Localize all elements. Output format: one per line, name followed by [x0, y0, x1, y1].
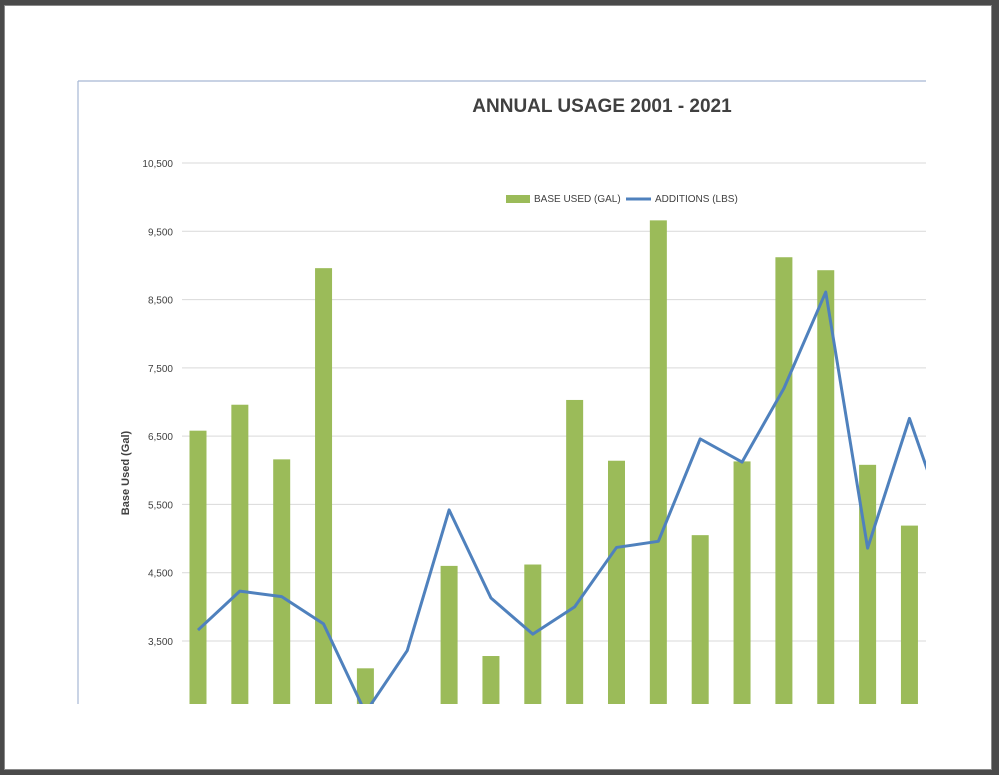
bar-base-used-2010: [566, 399, 584, 704]
chart: ANNUAL USAGE 2001 - 2021 Base Used (Gal)…: [77, 80, 926, 704]
legend: BASE USED (GAL) ADDITIONS (LBS): [506, 194, 738, 205]
chart-title: ANNUAL USAGE 2001 - 2021: [472, 96, 732, 117]
document-page: ANNUAL USAGE 2001 - 2021 Base Used (Gal)…: [4, 5, 992, 770]
bar-base-used-2013: [691, 535, 709, 704]
y-tick-label: 10,500: [142, 159, 173, 170]
y-tick-labels: 3,500 4,500 5,500 6,500 7,500 8,500 9,500 10,50…: [142, 159, 173, 648]
bar-base-used-2016: [817, 270, 835, 704]
bar-base-used-2003: [273, 459, 291, 704]
bar-base-used-2001: [189, 430, 207, 704]
bar-base-used-2017: [859, 464, 877, 704]
line-series: [196, 290, 926, 704]
bar-series: [189, 220, 918, 704]
y-tick-label: 7,500: [148, 364, 173, 375]
legend-swatch-base-used: [506, 195, 530, 203]
bar-base-used-2015: [775, 257, 793, 704]
y-tick-label: 9,500: [148, 227, 173, 238]
legend-label-additions: ADDITIONS (LBS): [655, 194, 738, 205]
y-tick-label: 6,500: [148, 432, 173, 443]
y-axis-label: Base Used (Gal): [120, 430, 132, 515]
gridlines: [182, 162, 926, 642]
bar-base-used-2018: [900, 525, 918, 704]
bar-base-used-2008: [482, 656, 500, 704]
bar-base-used-2002: [231, 404, 249, 704]
bar-base-used-2004: [315, 268, 333, 704]
bar-base-used-2005: [356, 668, 374, 704]
y-tick-label: 8,500: [148, 296, 173, 307]
bar-base-used-2012: [649, 220, 667, 704]
bar-base-used-2011: [608, 460, 625, 704]
y-tick-label: 4,500: [148, 569, 173, 580]
y-tick-label: 3,500: [148, 637, 173, 648]
legend-label-base-used: BASE USED (GAL): [534, 194, 621, 205]
bar-base-used-2007: [440, 565, 458, 704]
y-tick-label: 5,500: [148, 500, 173, 511]
bar-base-used-2014: [733, 461, 751, 704]
